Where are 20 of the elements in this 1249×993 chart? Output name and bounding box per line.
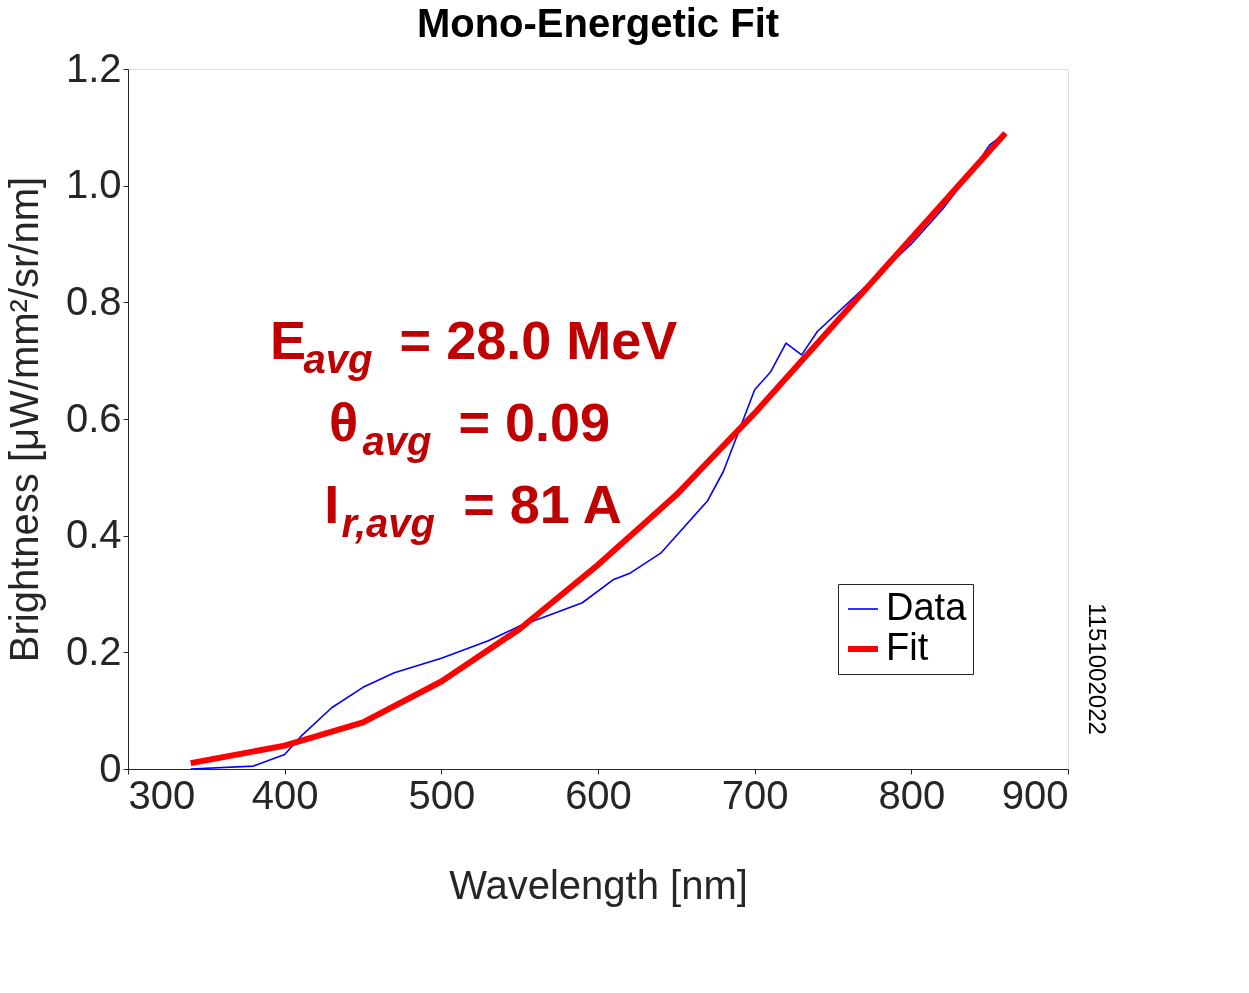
legend-label: Data <box>886 586 968 628</box>
y-tick-label: 1.2 <box>65 45 122 90</box>
y-tick-label: 0.6 <box>65 395 122 440</box>
y-tick-label: 0.4 <box>65 512 122 557</box>
y-tick-label: 0.2 <box>65 628 122 673</box>
y-tick-label: 1.0 <box>65 162 122 207</box>
y-axis-title: Brightness [μW/mm²/sr/nm] <box>1 176 46 663</box>
y-tick-label: 0.8 <box>65 278 122 323</box>
text: 1151002022 <box>1084 603 1111 735</box>
x-tick-label: 600 <box>565 772 632 817</box>
x-tick-label: 900 <box>1001 772 1069 817</box>
chart-title: Mono-Energetic Fit <box>416 1 780 45</box>
x-tick-label: 400 <box>251 772 319 817</box>
x-tick-label: 700 <box>721 772 789 817</box>
legend-label: Fit <box>886 626 929 668</box>
x-axis-title: Wavelength [nm] <box>449 862 748 907</box>
x-tick-label: 300 <box>128 772 196 817</box>
x-tick-label: 500 <box>408 772 476 817</box>
y-tick-label: 0 <box>99 745 122 790</box>
x-tick-label: 800 <box>878 772 946 817</box>
